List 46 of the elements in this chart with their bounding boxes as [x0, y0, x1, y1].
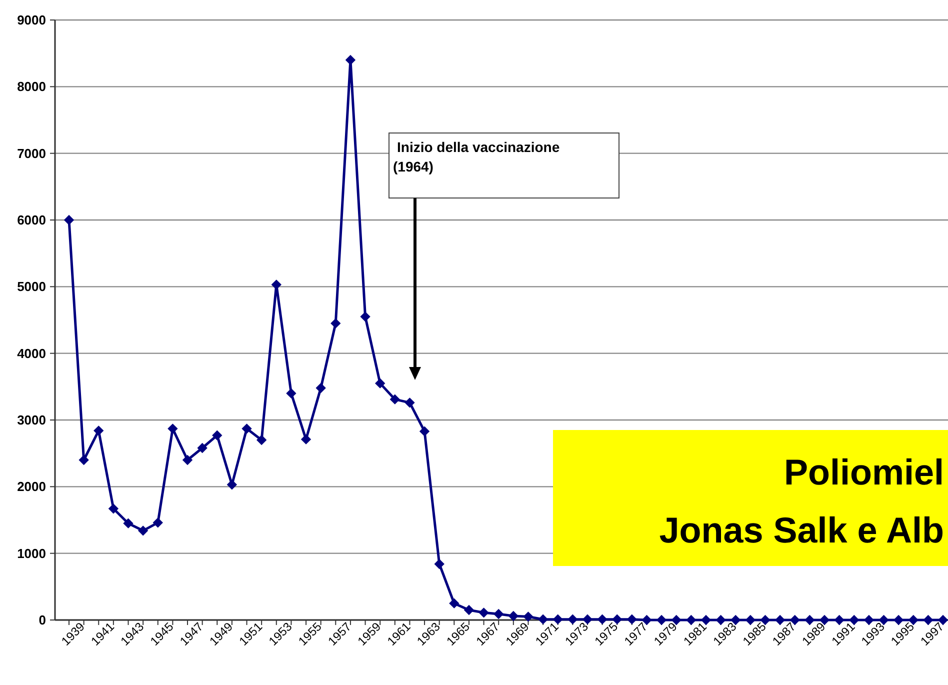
- annotation: Jonas Salk e Alb: [659, 510, 944, 551]
- point: [168, 424, 178, 434]
- y-tick-label: 1000: [17, 546, 46, 561]
- point: [300, 434, 312, 444]
- point: [212, 430, 222, 440]
- y-tick-label: 0: [38, 612, 46, 628]
- y-tick-label: 6000: [17, 212, 46, 228]
- point: [464, 604, 474, 616]
- point: [242, 424, 252, 434]
- point: [138, 526, 148, 536]
- point: [508, 610, 518, 622]
- point: [123, 518, 134, 528]
- y-tick-label: 2000: [17, 479, 46, 494]
- point: [390, 394, 400, 404]
- point: [374, 378, 386, 388]
- point: [360, 312, 370, 322]
- point: [434, 558, 444, 570]
- point: [523, 612, 534, 622]
- point: [271, 280, 282, 290]
- point: [256, 434, 267, 446]
- annotation: Inizio della vaccinazione (1964): [393, 138, 560, 174]
- point: [494, 608, 504, 620]
- point: [182, 454, 193, 466]
- point: [108, 504, 119, 514]
- point: [286, 388, 296, 398]
- point: [94, 426, 104, 436]
- point: [552, 614, 563, 624]
- point: [152, 518, 163, 528]
- point: [197, 442, 208, 454]
- point: [478, 608, 489, 618]
- y-tick-label: 3000: [17, 412, 46, 428]
- point: [316, 382, 326, 394]
- point: [64, 214, 74, 226]
- y-tick-label: 9000: [17, 12, 46, 28]
- point: [78, 454, 89, 466]
- y-tick-label: 5000: [17, 279, 46, 294]
- point: [419, 426, 430, 436]
- point: [345, 54, 356, 66]
- point: [449, 598, 460, 608]
- y-tick-label: 7000: [17, 146, 46, 161]
- y-tick-label: 8000: [17, 79, 46, 94]
- point: [404, 398, 415, 408]
- point: [330, 318, 341, 328]
- annotation: Poliomiel: [784, 452, 944, 493]
- point: [226, 480, 238, 490]
- y-tick-label: 4000: [17, 346, 46, 361]
